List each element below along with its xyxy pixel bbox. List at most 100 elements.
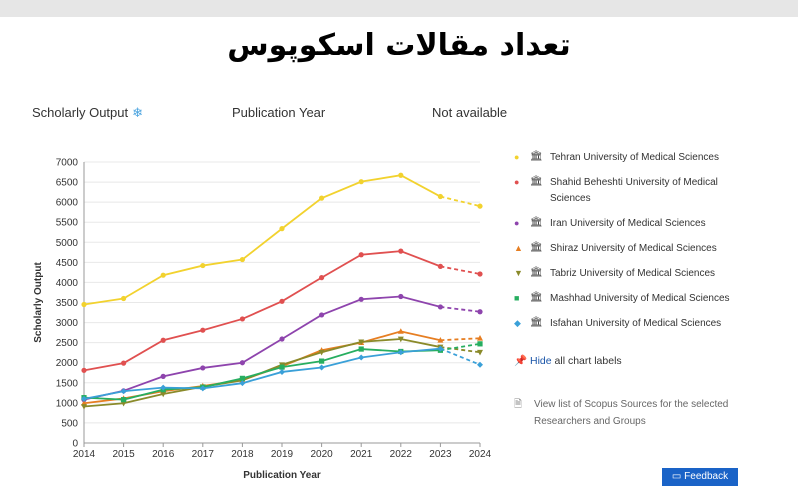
y-tick-label: 1000 bbox=[56, 398, 79, 409]
data-point bbox=[358, 346, 364, 352]
data-point bbox=[239, 375, 245, 381]
institution-icon: 🏛 bbox=[530, 267, 543, 278]
data-point bbox=[437, 193, 443, 200]
y-tick-label: 3000 bbox=[56, 318, 79, 329]
data-point bbox=[160, 384, 167, 391]
data-point bbox=[397, 336, 404, 343]
data-point bbox=[437, 345, 444, 352]
page-title: تعداد مقالات اسکوپوس bbox=[227, 28, 571, 63]
institution-icon: 🏛 bbox=[530, 292, 543, 303]
legend-item[interactable]: ■ 🏛 Mashhad University of Medical Sciences bbox=[514, 291, 744, 307]
series-line-7 bbox=[83, 347, 441, 400]
data-point bbox=[477, 203, 483, 209]
legend-marker: ▲ bbox=[514, 243, 523, 253]
data-point bbox=[437, 263, 443, 269]
series-line-dashed-1 bbox=[440, 195, 481, 208]
data-point bbox=[279, 298, 285, 304]
legend-marker: ● bbox=[514, 152, 520, 162]
y-tick-label: 2000 bbox=[56, 358, 79, 369]
institution-icon: 🏛 bbox=[530, 176, 543, 187]
feedback-button[interactable]: ▭ Feedback bbox=[662, 468, 738, 486]
institution-icon: 🏛 bbox=[530, 242, 543, 253]
legend-marker: ■ bbox=[514, 293, 520, 303]
legend-item[interactable]: ▼ 🏛 Tabriz University of Medical Sciences bbox=[514, 266, 744, 282]
legend-marker: ● bbox=[514, 218, 520, 228]
third-selector[interactable]: Not available bbox=[432, 105, 508, 120]
x-tick-label: 2022 bbox=[390, 449, 413, 460]
metric-selector[interactable]: Scholarly Output ❄ bbox=[32, 105, 143, 121]
x-tick-label: 2016 bbox=[152, 449, 175, 460]
data-point bbox=[160, 391, 167, 398]
legend-label: Shiraz University of Medical Sciences bbox=[550, 243, 717, 254]
chat-icon: ▭ bbox=[671, 471, 682, 482]
legend-label: Iran University of Medical Sciences bbox=[550, 218, 706, 229]
legend-item[interactable]: ● 🏛 Tehran University of Medical Sciences bbox=[514, 150, 744, 166]
pin-icon: 📌 bbox=[514, 355, 528, 367]
x-tick-label: 2019 bbox=[271, 449, 294, 460]
feedback-label: Feedback bbox=[684, 471, 729, 482]
legend-label: Tabriz University of Medical Sciences bbox=[550, 268, 716, 279]
data-point bbox=[81, 395, 87, 402]
legend-label: Mashhad University of Medical Sciences bbox=[550, 293, 730, 304]
y-tick-label: 5000 bbox=[56, 238, 79, 249]
y-tick-label: 0 bbox=[72, 439, 78, 450]
document-icon: 🗎 bbox=[514, 399, 523, 410]
data-point bbox=[81, 404, 87, 410]
data-point bbox=[319, 195, 325, 201]
hide-labels-row[interactable]: 📌 Hide all chart labels bbox=[514, 354, 622, 367]
sources-link[interactable]: View list of Scopus Sources for the sele… bbox=[534, 399, 729, 427]
legend-marker: ▼ bbox=[514, 268, 523, 278]
y-tick-label: 4000 bbox=[56, 278, 79, 289]
series-line-6 bbox=[83, 348, 441, 401]
y-tick-label: 4500 bbox=[56, 258, 79, 269]
legend-item[interactable]: ● 🏛 Shahid Beheshti University of Medical … bbox=[514, 175, 744, 207]
institution-icon: 🏛 bbox=[530, 317, 543, 328]
data-point bbox=[121, 397, 127, 403]
data-point bbox=[239, 380, 246, 387]
x-tick-label: 2014 bbox=[73, 449, 96, 460]
data-point bbox=[437, 304, 443, 310]
data-point bbox=[358, 296, 364, 302]
data-point bbox=[358, 252, 364, 258]
data-point bbox=[279, 364, 285, 370]
x-tick-label: 2015 bbox=[112, 449, 135, 460]
y-tick-label: 7000 bbox=[56, 158, 79, 169]
data-point bbox=[81, 367, 87, 373]
series-line-3 bbox=[83, 295, 441, 401]
legend-marker: ● bbox=[514, 177, 520, 187]
series-line-dashed-5 bbox=[440, 346, 481, 354]
data-point bbox=[397, 328, 404, 334]
series-line-1 bbox=[83, 174, 441, 306]
xaxis-selector[interactable]: Publication Year bbox=[232, 105, 326, 120]
series-line-dashed-3 bbox=[440, 306, 481, 313]
snowflake-icon: ❄ bbox=[132, 105, 144, 120]
legend-label: Shahid Beheshti University of Medical Sc… bbox=[550, 177, 718, 204]
data-point bbox=[319, 358, 325, 364]
data-point bbox=[318, 364, 325, 371]
hide-labels-link[interactable]: Hide bbox=[530, 355, 552, 367]
legend-label: Tehran University of Medical Sciences bbox=[550, 152, 719, 163]
data-point bbox=[477, 335, 483, 341]
data-point bbox=[200, 327, 206, 333]
x-tick-label: 2018 bbox=[231, 449, 254, 460]
hide-labels-suffix: all chart labels bbox=[554, 355, 622, 367]
series-line-dashed-2 bbox=[440, 265, 481, 275]
data-point bbox=[477, 361, 483, 368]
data-point bbox=[398, 293, 404, 300]
institution-icon: 🏛 bbox=[530, 151, 543, 162]
data-point bbox=[121, 295, 127, 302]
legend-item[interactable]: ◆ 🏛 Isfahan University of Medical Sciences bbox=[514, 316, 744, 332]
legend-item[interactable]: ● 🏛 Iran University of Medical Sciences bbox=[514, 216, 744, 232]
data-point bbox=[239, 316, 245, 322]
sources-link-row[interactable]: 🗎 View list of Scopus Sources for the se… bbox=[514, 396, 744, 430]
institution-icon: 🏛 bbox=[530, 217, 543, 228]
y-tick-label: 6000 bbox=[56, 198, 79, 209]
data-point bbox=[199, 385, 206, 392]
data-point bbox=[81, 301, 87, 308]
legend-item[interactable]: ▲ 🏛 Shiraz University of Medical Sciences bbox=[514, 241, 744, 257]
x-tick-label: 2020 bbox=[310, 449, 333, 460]
data-point bbox=[160, 337, 166, 343]
data-point bbox=[319, 312, 325, 318]
data-point bbox=[477, 349, 483, 356]
